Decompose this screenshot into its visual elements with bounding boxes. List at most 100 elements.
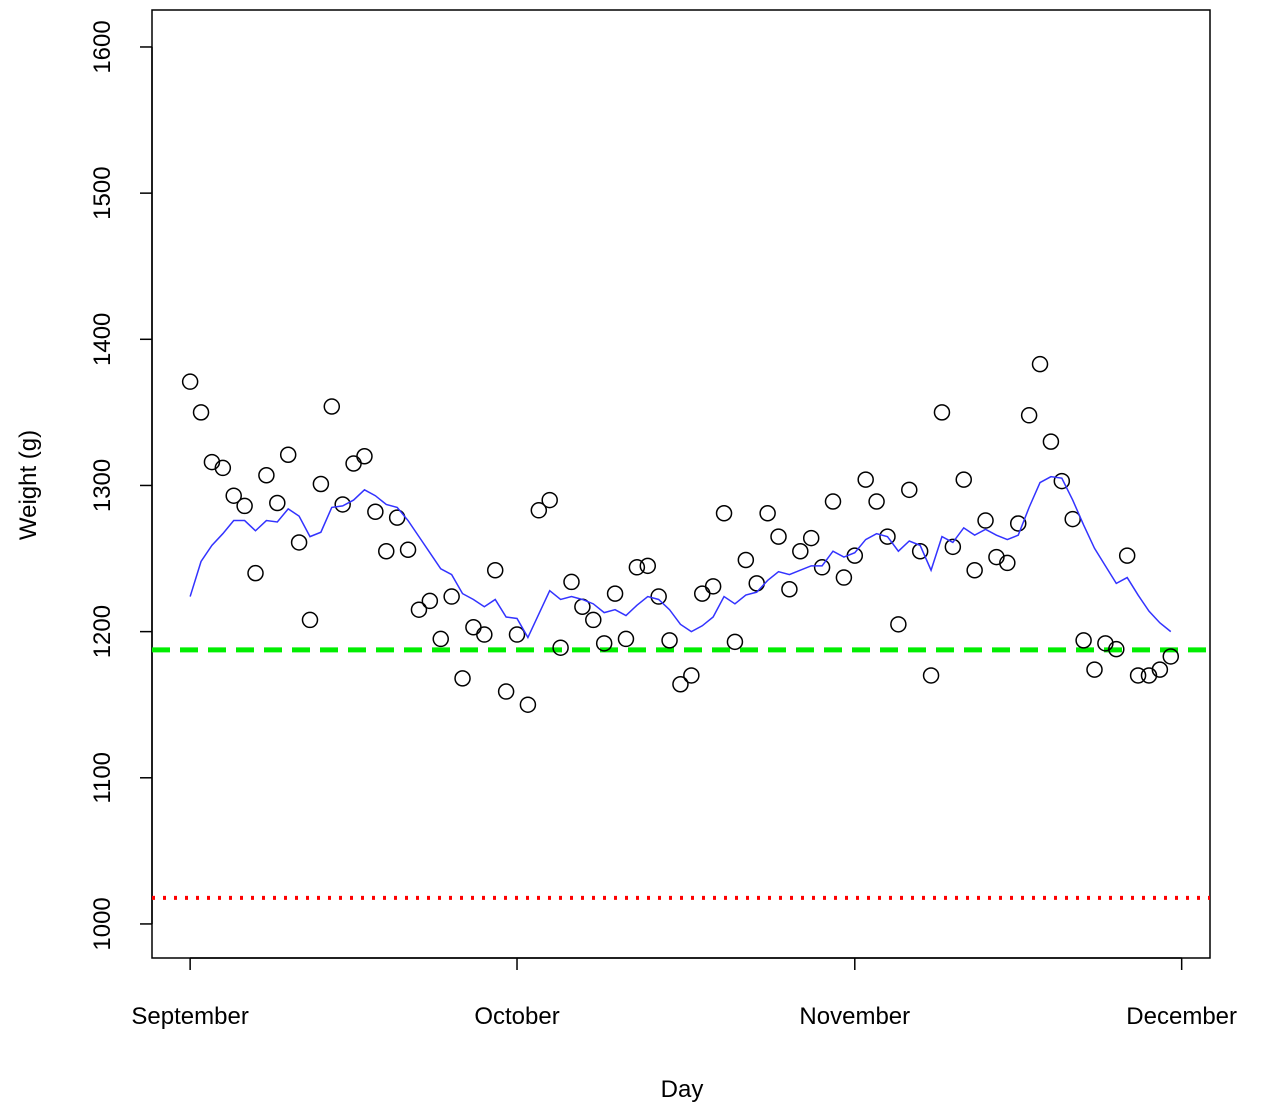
data-point <box>279 446 297 464</box>
y-axis-label: Weight (g) <box>15 430 42 540</box>
data-point <box>312 475 330 493</box>
data-point <box>781 580 798 598</box>
data-point <box>1031 355 1049 373</box>
data-point <box>258 466 275 484</box>
data-point <box>399 541 417 559</box>
data-point <box>530 502 548 519</box>
x-tick-label: October <box>474 1003 559 1030</box>
data-point <box>661 632 678 649</box>
x-axis-label: Day <box>661 1076 704 1103</box>
data-point <box>1064 510 1081 528</box>
data-point <box>1020 407 1038 424</box>
x-tick-label: December <box>1126 1003 1237 1030</box>
data-point <box>290 534 308 551</box>
data-point <box>770 528 787 545</box>
data-point <box>966 561 983 579</box>
data-point <box>247 564 264 582</box>
data-point <box>1097 635 1114 652</box>
data-point <box>454 670 471 687</box>
data-point <box>236 497 253 515</box>
data-point <box>977 512 994 529</box>
data-point <box>824 493 842 510</box>
data-point <box>922 667 940 684</box>
data-point <box>203 453 221 471</box>
data-point <box>813 559 831 576</box>
data-point <box>955 471 973 488</box>
data-point <box>617 630 635 648</box>
data-point <box>443 588 460 605</box>
data-point <box>214 459 232 477</box>
data-point <box>759 504 776 522</box>
data-point <box>595 635 613 652</box>
data-point <box>1140 667 1158 684</box>
data-point <box>388 509 406 526</box>
data-point <box>1118 547 1136 564</box>
data-point <box>901 481 918 499</box>
data-point <box>846 547 864 564</box>
data-point <box>890 616 907 633</box>
data-point <box>356 447 373 465</box>
y-tick-label: 1600 <box>89 20 116 73</box>
data-point <box>748 575 765 592</box>
data-point <box>693 585 711 602</box>
data-point <box>715 504 733 522</box>
data-point <box>857 471 874 488</box>
data-point <box>726 633 744 651</box>
data-point <box>911 542 929 560</box>
data-point <box>1086 661 1103 678</box>
y-tick-label: 1100 <box>89 752 116 804</box>
data-point <box>683 667 700 684</box>
data-point <box>519 696 537 713</box>
data-point <box>378 542 395 560</box>
data-point <box>192 404 210 421</box>
data-point <box>704 578 722 595</box>
data-point <box>323 398 341 415</box>
y-tick-label: 1300 <box>89 459 116 512</box>
data-point <box>1108 640 1125 658</box>
x-tick-label: November <box>799 1003 910 1030</box>
data-point <box>432 630 449 648</box>
data-point <box>1042 433 1060 450</box>
data-point <box>650 588 667 605</box>
data-point <box>639 557 657 575</box>
data-point <box>345 455 362 472</box>
data-point <box>737 551 755 569</box>
data-point <box>541 491 558 509</box>
x-tick-label: September <box>131 1003 248 1030</box>
data-point <box>999 554 1016 572</box>
y-tick-label: 1000 <box>89 897 116 950</box>
y-tick-label: 1200 <box>89 605 116 658</box>
data-point <box>552 639 569 656</box>
data-point <box>1162 648 1180 665</box>
trend-line <box>189 475 1172 640</box>
data-point <box>486 561 504 579</box>
data-point <box>465 618 482 636</box>
data-point <box>1129 667 1147 684</box>
data-point <box>301 611 319 629</box>
data-point <box>1053 472 1071 490</box>
data-point <box>606 585 624 602</box>
plot-box <box>151 9 1211 959</box>
data-point <box>868 493 885 510</box>
y-tick-label: 1500 <box>89 166 116 219</box>
y-tick-label: 1400 <box>89 313 116 366</box>
data-point <box>225 487 242 504</box>
data-point <box>367 503 384 521</box>
data-point <box>269 494 286 512</box>
data-point <box>410 601 428 618</box>
data-point <box>476 626 493 643</box>
data-point <box>497 683 515 700</box>
data-point <box>334 496 351 513</box>
data-point <box>944 538 962 556</box>
data-point <box>792 542 809 560</box>
data-point <box>508 626 526 643</box>
data-point <box>421 592 439 610</box>
data-point <box>672 675 689 693</box>
data-point <box>1009 515 1027 532</box>
data-point <box>835 569 853 586</box>
data-point <box>988 548 1005 566</box>
data-point <box>1151 661 1169 678</box>
data-point <box>585 611 602 629</box>
data-point <box>563 573 580 591</box>
data-point <box>879 528 896 545</box>
